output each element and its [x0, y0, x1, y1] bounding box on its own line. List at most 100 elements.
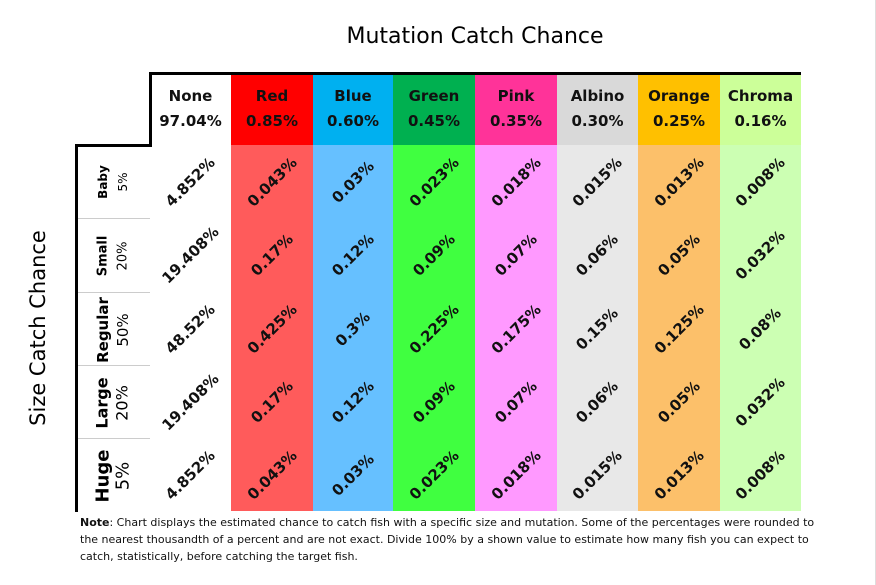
cell-value: 0.125% — [650, 300, 708, 357]
column-chance: 97.04% — [159, 112, 222, 130]
cell-baby-blue: 0.03% — [313, 145, 393, 218]
size-chance: 50% — [114, 312, 132, 347]
cell-baby-pink: 0.018% — [475, 145, 557, 218]
border-top — [150, 72, 801, 75]
cell-small-chroma: 0.032% — [720, 218, 801, 292]
cell-value: 0.03% — [328, 449, 378, 500]
cell-value: 19.408% — [158, 369, 223, 434]
cell-value: 0.06% — [572, 230, 623, 280]
cell-value: 0.3% — [331, 307, 375, 350]
size-chance: 5% — [111, 461, 133, 490]
size-chance: 5% — [116, 171, 130, 192]
row-header-small: Small 20% — [76, 218, 150, 293]
cell-value: 0.018% — [487, 153, 545, 210]
cell-large-pink: 0.07% — [475, 365, 557, 438]
cell-baby-albino: 0.015% — [557, 145, 638, 218]
cell-huge-chroma: 0.008% — [720, 438, 801, 511]
column-header-green: Green 0.45% — [393, 73, 475, 145]
column-header-pink: Pink 0.35% — [475, 73, 557, 145]
cell-baby-green: 0.023% — [393, 145, 475, 218]
cell-small-red: 0.17% — [231, 218, 313, 292]
cell-value: 0.15% — [572, 303, 623, 354]
column-chance: 0.35% — [489, 112, 543, 130]
cell-regular-orange: 0.125% — [638, 292, 720, 365]
column-name: Orange — [648, 87, 710, 105]
cell-value: 0.023% — [405, 153, 463, 210]
cell-value: 4.852% — [162, 153, 219, 210]
cell-regular-chroma: 0.08% — [720, 292, 801, 365]
cell-value: 0.175% — [487, 300, 545, 357]
cell-value: 0.07% — [491, 230, 541, 280]
row-header-baby: Baby 5% — [76, 145, 150, 218]
column-chance: 0.85% — [245, 112, 299, 130]
size-chance: 20% — [113, 384, 132, 421]
chart-title: Mutation Catch Chance — [346, 24, 604, 49]
column-name: None — [168, 87, 213, 105]
cell-value: 19.408% — [158, 222, 223, 288]
row-header-regular: Regular 50% — [76, 292, 150, 366]
cell-huge-orange: 0.013% — [638, 438, 720, 511]
size-name: Baby — [96, 164, 110, 199]
column-header-none: None 97.04% — [150, 73, 231, 145]
cell-value: 0.06% — [572, 376, 623, 427]
cell-large-chroma: 0.032% — [720, 365, 801, 438]
note-text: : Chart displays the estimated chance to… — [80, 516, 815, 563]
cell-baby-none: 4.852% — [150, 145, 231, 218]
cell-small-green: 0.09% — [393, 218, 475, 292]
cell-large-albino: 0.06% — [557, 365, 638, 438]
column-header-orange: Orange 0.25% — [638, 73, 720, 145]
column-name: Albino — [570, 87, 625, 105]
cell-huge-albino: 0.015% — [557, 438, 638, 511]
cell-regular-blue: 0.3% — [313, 292, 393, 365]
row-header-huge: Huge 5% — [76, 438, 150, 512]
cell-regular-none: 48.52% — [150, 292, 231, 365]
cell-value: 0.09% — [409, 230, 459, 280]
cell-value: 0.043% — [243, 153, 301, 210]
column-name: Blue — [334, 87, 372, 105]
size-chance: 20% — [115, 241, 130, 271]
cell-small-blue: 0.12% — [313, 218, 393, 292]
cell-huge-green: 0.023% — [393, 438, 475, 511]
cell-large-none: 19.408% — [150, 365, 231, 438]
cell-value: 0.032% — [732, 373, 789, 430]
column-chance: 0.25% — [652, 112, 706, 130]
cell-value: 0.17% — [247, 376, 297, 427]
cell-regular-albino: 0.15% — [557, 292, 638, 365]
cell-value: 0.225% — [405, 300, 463, 357]
cell-small-none: 19.408% — [150, 218, 231, 292]
cell-regular-pink: 0.175% — [475, 292, 557, 365]
border-left — [75, 144, 78, 512]
cell-value: 0.023% — [405, 446, 463, 503]
cell-value: 0.08% — [735, 303, 786, 354]
column-name: Red — [255, 87, 289, 105]
column-header-albino: Albino 0.30% — [557, 73, 638, 145]
cell-regular-red: 0.425% — [231, 292, 313, 365]
cell-huge-none: 4.852% — [150, 438, 231, 511]
cell-value: 0.03% — [328, 156, 378, 207]
size-name: Huge — [91, 449, 113, 502]
cell-baby-red: 0.043% — [231, 145, 313, 218]
size-name: Small — [95, 235, 110, 277]
note-label: Note — [80, 516, 110, 529]
column-chance: 0.60% — [326, 112, 380, 130]
column-chance: 0.16% — [734, 112, 787, 130]
cell-small-albino: 0.06% — [557, 218, 638, 292]
cell-value: 0.12% — [328, 230, 378, 280]
border-step — [75, 144, 152, 147]
cell-value: 0.018% — [487, 446, 545, 503]
border-step — [149, 72, 152, 147]
cell-large-orange: 0.05% — [638, 365, 720, 438]
row-header-large: Large 20% — [76, 365, 150, 439]
cell-huge-pink: 0.018% — [475, 438, 557, 511]
cell-small-pink: 0.07% — [475, 218, 557, 292]
cell-huge-blue: 0.03% — [313, 438, 393, 511]
column-name: Chroma — [727, 87, 794, 105]
cell-value: 0.05% — [654, 230, 704, 280]
column-header-blue: Blue 0.60% — [313, 73, 393, 145]
cell-value: 0.05% — [654, 376, 704, 427]
cell-value: 0.015% — [569, 153, 626, 210]
cell-value: 0.043% — [243, 446, 301, 503]
cell-huge-red: 0.043% — [231, 438, 313, 511]
cell-small-orange: 0.05% — [638, 218, 720, 292]
cell-value: 0.015% — [569, 446, 626, 503]
